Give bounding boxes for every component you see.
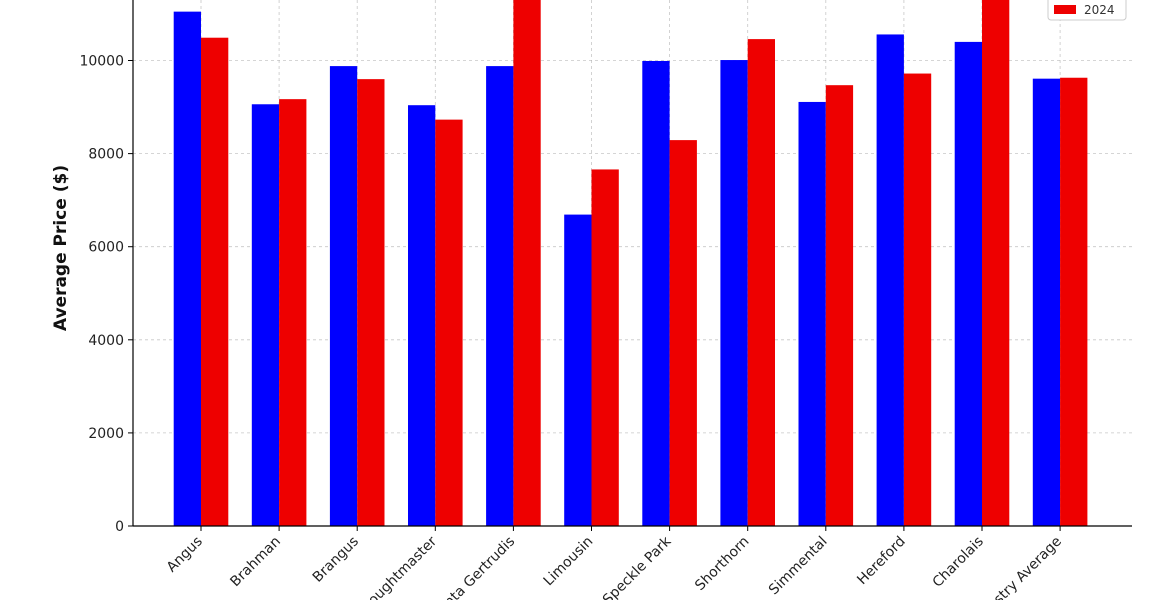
bar-2024-6 (669, 140, 697, 526)
x-tick-label: Angus (164, 534, 206, 576)
bar-2023-1 (251, 104, 280, 526)
bar-2023-4 (486, 66, 514, 526)
y-tick-label: 0 (115, 519, 124, 535)
y-tick-label: 4000 (88, 333, 124, 349)
x-tick-label: Santa Gertrudis (429, 534, 518, 600)
x-tick-label: Charolais (930, 534, 987, 591)
bar-2024-0 (201, 37, 229, 526)
x-tick-label: Hereford (854, 534, 909, 589)
bar-2023-8 (798, 101, 826, 526)
bar-2024-9 (903, 73, 932, 526)
y-tick-label: 10000 (79, 54, 124, 70)
bar-2024-2 (357, 79, 385, 526)
y-axis-title: Average Price ($) (51, 165, 71, 331)
legend: 20232024 (1047, 0, 1127, 21)
bars (173, 0, 1088, 526)
bar-2023-5 (564, 214, 592, 526)
bar-2024-10 (982, 0, 1010, 526)
bar-2023-9 (876, 34, 904, 526)
bar-2024-3 (435, 119, 463, 526)
y-tick-label: 6000 (88, 240, 124, 256)
bar-2023-0 (173, 11, 201, 526)
y-tick-labels: 0 2000 4000 6000 8000 10000 (79, 54, 124, 535)
legend-label-2024: 2024 (1084, 3, 1115, 17)
bar-2024-8 (825, 85, 854, 526)
legend-box (1047, 0, 1127, 21)
bar-2023-2 (329, 66, 358, 526)
bar-2024-4 (513, 0, 541, 526)
bar-2023-6 (642, 60, 670, 526)
bar-2024-1 (279, 99, 307, 526)
x-tick-label: Droughtmaster (354, 533, 441, 600)
bar-2023-11 (1032, 78, 1061, 526)
y-tick-label: 8000 (88, 147, 124, 163)
bar-2024-7 (747, 39, 775, 526)
bar-2024-5 (591, 169, 619, 526)
bar-2023-10 (954, 41, 982, 526)
x-tick-label: Simmental (766, 534, 831, 599)
x-tick-label: Brangus (310, 534, 362, 586)
legend-swatch-2024 (1054, 5, 1076, 14)
x-tick-label: Brahman (227, 534, 284, 591)
x-tick-label: Shorthorn (692, 534, 752, 594)
x-tick-label: Speckle Park (600, 533, 675, 600)
x-tick-label: Limousin (541, 534, 597, 590)
axes (128, 0, 1132, 531)
bar-2024-11 (1060, 77, 1088, 526)
bar-2023-7 (720, 60, 748, 526)
bar-2023-3 (408, 105, 436, 526)
y-tick-label: 2000 (88, 426, 124, 442)
